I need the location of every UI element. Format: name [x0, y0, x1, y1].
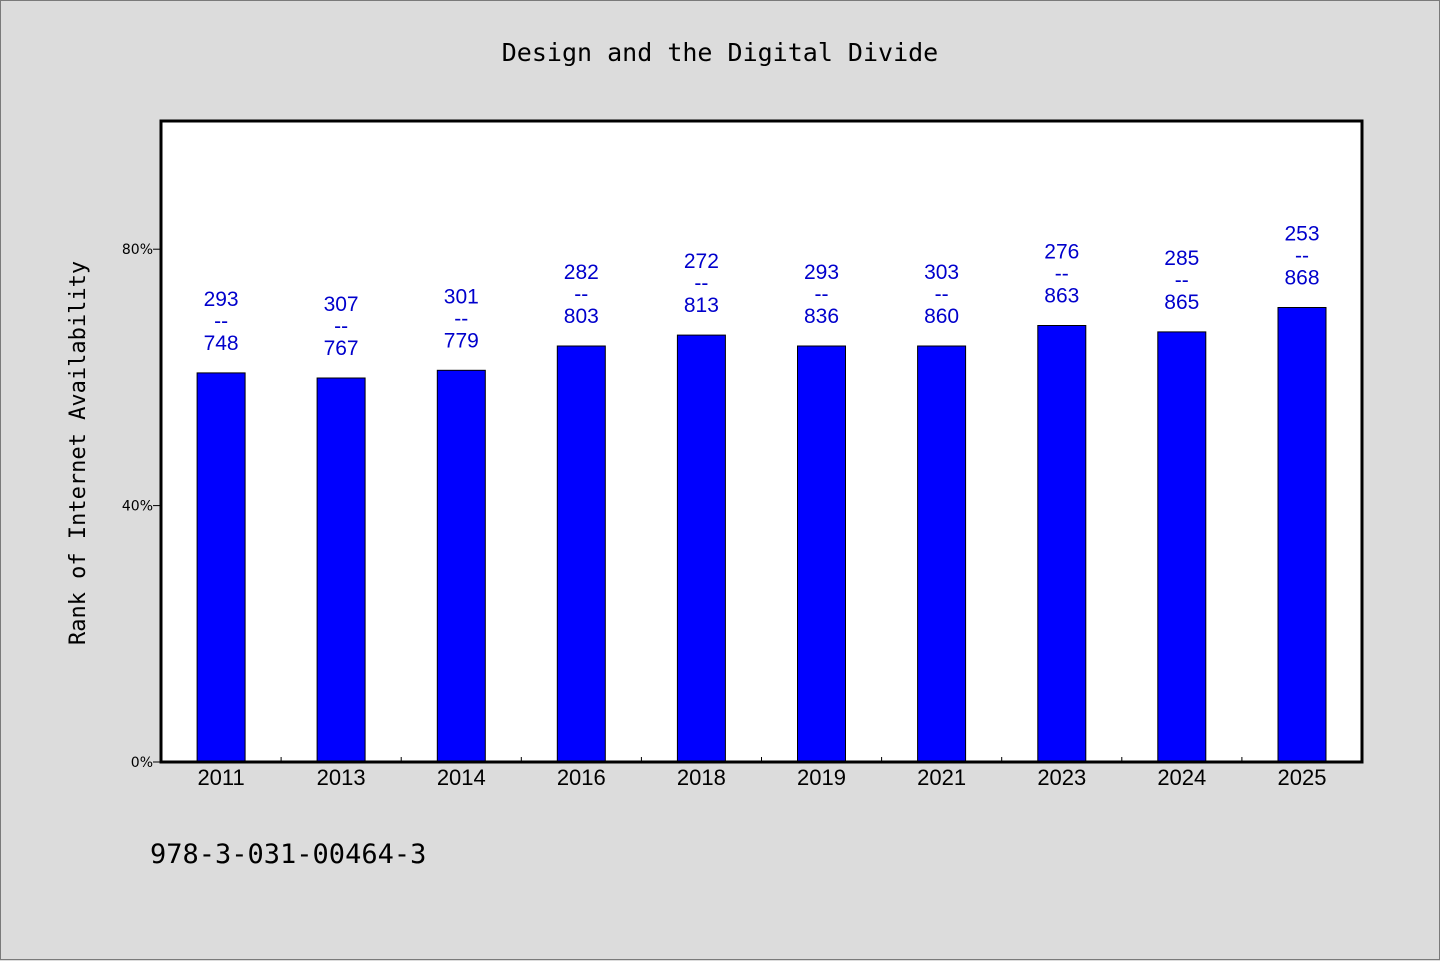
data-label-2023-sep: --	[1055, 263, 1069, 286]
data-label-2016-rank: 282	[564, 261, 599, 284]
data-label-2024-total: 865	[1164, 291, 1199, 314]
y-axis-label: Rank of Internet Availability	[66, 261, 91, 645]
y-tick-label: 0%	[131, 755, 153, 771]
data-label-2014-total: 779	[444, 329, 479, 352]
y-tick-label: 80%	[122, 242, 153, 258]
data-label-2021-total: 860	[924, 305, 959, 328]
data-label-2011-sep: --	[214, 310, 228, 333]
data-label-2021-sep: --	[935, 283, 949, 306]
x-tick-label-2019: 2019	[797, 765, 846, 790]
bar-2024	[1157, 331, 1207, 763]
bars-layer	[196, 307, 1327, 763]
data-label-2018-rank: 272	[684, 250, 719, 273]
x-tick-label-2023: 2023	[1037, 765, 1086, 790]
x-tick-label-2018: 2018	[677, 765, 726, 790]
chart-title: Design and the Digital Divide	[502, 38, 939, 67]
x-tick-label-2024: 2024	[1157, 765, 1206, 790]
data-label-2018-total: 813	[684, 294, 719, 317]
x-tick-label-2021: 2021	[917, 765, 966, 790]
y-tick-label: 40%	[122, 499, 153, 515]
x-tick-label-2011: 2011	[197, 765, 244, 790]
bar-2019	[797, 345, 846, 763]
x-tick-label-2025: 2025	[1278, 765, 1327, 790]
bar-2016	[556, 345, 606, 763]
x-tick-label-2014: 2014	[437, 765, 486, 790]
data-label-2019-sep: --	[815, 283, 829, 306]
bar-2013	[316, 377, 366, 763]
data-label-2011-rank: 293	[204, 288, 239, 311]
bar-2018	[676, 334, 726, 763]
isbn-footer: 978-3-031-00464-3	[150, 839, 426, 870]
data-label-2019-total: 836	[804, 305, 839, 328]
data-label-2024-sep: --	[1175, 269, 1189, 292]
data-label-2011-total: 748	[204, 332, 239, 355]
x-tick-label-2013: 2013	[317, 765, 366, 790]
y-axis-ticks: 0% 40% 80%	[122, 242, 161, 771]
bar-2014	[436, 369, 486, 763]
data-label-2016-sep: --	[574, 283, 588, 306]
bar-2021	[917, 345, 967, 763]
plot-border	[159, 119, 1364, 764]
data-label-2023-total: 863	[1044, 285, 1079, 308]
data-label-2016-total: 803	[564, 305, 599, 328]
data-labels-layer: 293--748307--767301--779282--803272--813…	[204, 223, 1320, 361]
data-label-2013-rank: 307	[324, 293, 359, 316]
data-label-2021-rank: 303	[924, 261, 959, 284]
data-label-2024-rank: 285	[1164, 247, 1199, 270]
data-label-2023-rank: 276	[1044, 241, 1079, 264]
data-label-2014-sep: --	[454, 307, 468, 330]
data-label-2025-sep: --	[1295, 245, 1309, 268]
data-label-2014-rank: 301	[444, 285, 479, 308]
bar-2011	[196, 372, 246, 763]
data-label-2013-sep: --	[334, 315, 348, 338]
bar-2025	[1277, 307, 1327, 763]
data-label-2019-rank: 293	[804, 261, 839, 284]
data-label-2025-rank: 253	[1284, 223, 1319, 246]
x-axis-ticks: 2011 2013 2014 2016 2018 2019 2021 2023 2024 2025	[197, 757, 1326, 790]
data-label-2013-total: 767	[324, 337, 359, 360]
data-label-2025-total: 868	[1284, 267, 1319, 290]
data-label-2018-sep: --	[694, 272, 708, 295]
x-tick-label-2016: 2016	[557, 765, 606, 790]
bar-2023	[1037, 325, 1087, 763]
